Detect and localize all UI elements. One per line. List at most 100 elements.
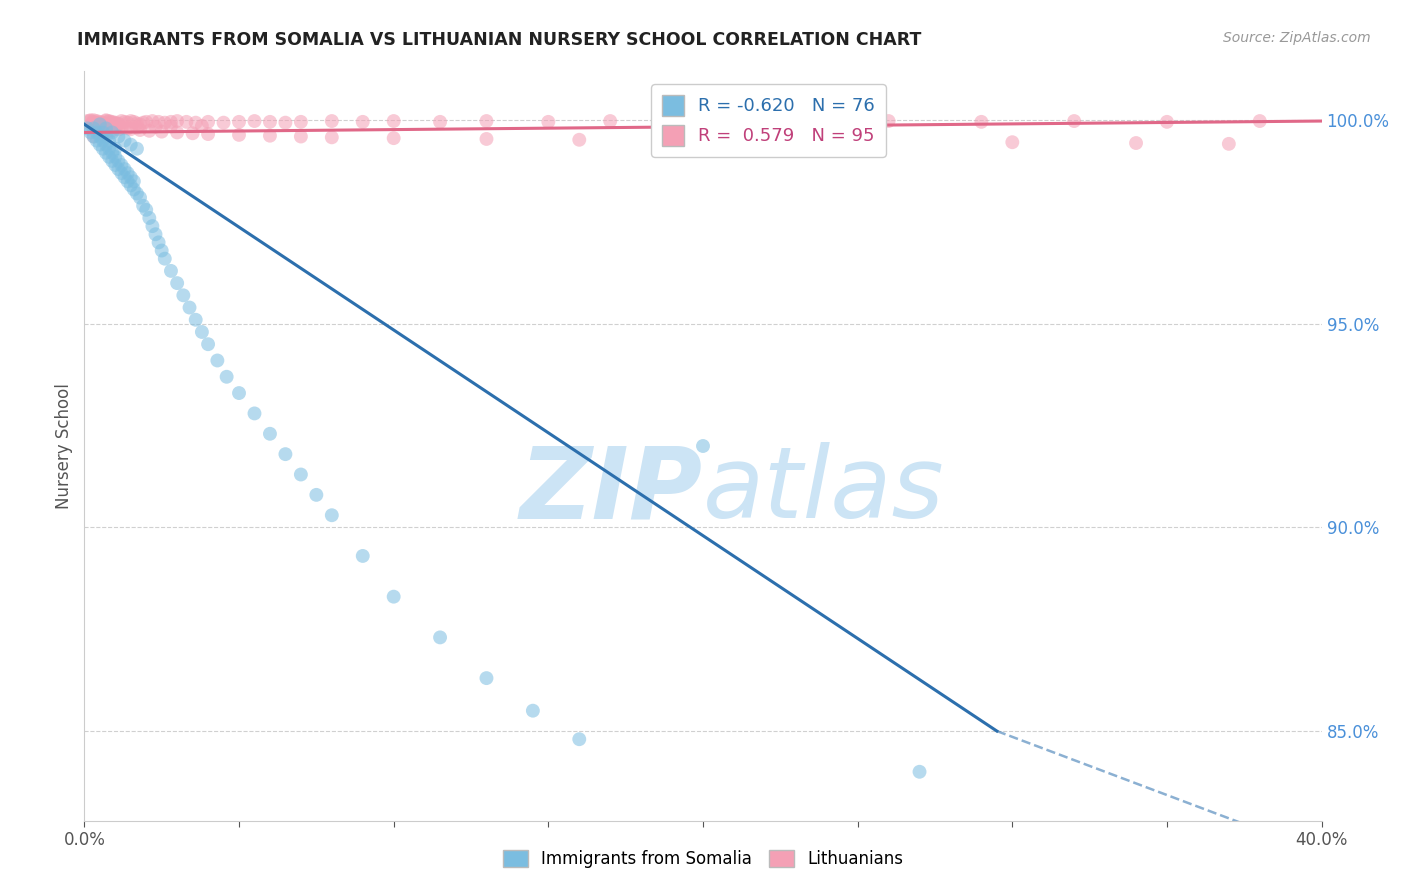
Point (429, 115, 451, 129)
Point (114, 170, 136, 185)
Point (141, 219, 163, 233)
Point (148, 115, 170, 129)
Point (89, 129, 111, 144)
Point (382, 131, 405, 145)
Point (166, 125, 188, 139)
Point (1249, 114, 1271, 128)
Point (176, 115, 198, 129)
Point (197, 337, 219, 351)
Legend: Immigrants from Somalia, Lithuanians: Immigrants from Somalia, Lithuanians (496, 843, 910, 875)
Point (908, 764, 931, 779)
Point (1125, 136, 1147, 150)
Point (290, 467, 312, 482)
Point (179, 301, 201, 315)
Point (207, 353, 229, 368)
Point (148, 235, 170, 250)
Point (305, 488, 328, 502)
Point (150, 244, 173, 258)
Point (141, 114, 163, 128)
Point (104, 120, 127, 135)
Point (107, 116, 129, 130)
Point (117, 121, 139, 136)
Point (98, 150, 121, 164)
Point (94, 137, 117, 152)
Point (94, 121, 117, 136)
Point (98, 114, 121, 128)
Point (91, 116, 114, 130)
Point (138, 211, 160, 225)
Point (94, 114, 117, 128)
Point (79, 114, 101, 128)
Point (191, 119, 214, 133)
Point (83, 129, 105, 144)
Point (145, 227, 167, 242)
Point (1001, 135, 1024, 149)
Point (98, 115, 121, 129)
Point (89, 115, 111, 129)
Point (166, 276, 188, 290)
Point (537, 115, 560, 129)
Point (259, 115, 281, 129)
Point (110, 158, 132, 172)
Point (125, 186, 148, 201)
Point (117, 116, 139, 130)
Point (228, 115, 250, 129)
Point (160, 120, 183, 134)
Point (94, 145, 117, 160)
Point (785, 115, 807, 129)
Point (135, 115, 157, 129)
Point (76, 114, 98, 128)
Point (101, 123, 124, 137)
Point (104, 150, 127, 164)
Point (661, 115, 683, 129)
Point (98, 134, 121, 148)
Point (89, 137, 111, 152)
Point (522, 704, 544, 718)
Point (259, 426, 281, 441)
Point (692, 439, 714, 453)
Point (197, 115, 219, 129)
Point (83, 121, 105, 136)
Point (129, 117, 152, 131)
Point (125, 142, 148, 156)
Point (120, 137, 142, 152)
Point (352, 549, 374, 563)
Point (94, 125, 117, 139)
Point (86, 116, 108, 130)
Point (1218, 136, 1240, 151)
Point (475, 671, 498, 685)
Point (321, 130, 343, 145)
Point (877, 114, 900, 128)
Point (107, 122, 129, 136)
Point (228, 386, 250, 401)
Point (107, 129, 129, 144)
Point (215, 369, 238, 384)
Point (274, 447, 297, 461)
Point (101, 115, 124, 129)
Text: IMMIGRANTS FROM SOMALIA VS LITHUANIAN NURSERY SCHOOL CORRELATION CHART: IMMIGRANTS FROM SOMALIA VS LITHUANIAN NU… (77, 31, 922, 49)
Point (150, 125, 173, 139)
Point (191, 325, 214, 339)
Point (91, 142, 114, 156)
Point (86, 134, 108, 148)
Point (117, 174, 139, 188)
Point (138, 124, 160, 138)
Point (104, 142, 127, 156)
Point (107, 162, 129, 177)
Point (94, 113, 117, 128)
Point (83, 115, 105, 129)
Point (599, 114, 621, 128)
Point (117, 166, 139, 180)
Point (110, 166, 132, 180)
Point (290, 129, 312, 144)
Point (98, 142, 121, 156)
Text: ZIP: ZIP (520, 442, 703, 540)
Point (104, 158, 127, 172)
Point (1063, 114, 1085, 128)
Point (104, 116, 127, 130)
Point (1156, 115, 1178, 129)
Point (89, 116, 111, 130)
Point (145, 120, 167, 134)
Point (132, 199, 155, 213)
Point (274, 116, 297, 130)
